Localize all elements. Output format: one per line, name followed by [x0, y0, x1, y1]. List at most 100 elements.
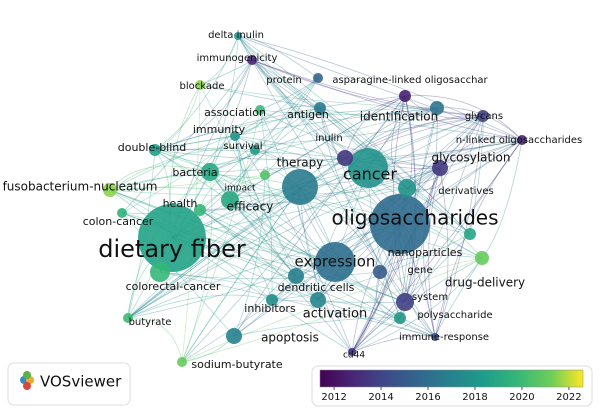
node-label: asparagine-linked oligosacchar [332, 75, 488, 86]
node-label: therapy [277, 156, 324, 170]
colorbar-tick-label: 2022 [556, 392, 581, 403]
colorbar-tick-label: 2016 [415, 392, 440, 403]
logo: VOSviewer [7, 362, 131, 406]
node [226, 328, 242, 344]
edge [299, 139, 523, 188]
node-label: butyrate [129, 317, 172, 328]
logo-dot [23, 382, 31, 390]
node-label: gene [408, 265, 433, 276]
colorbar-gradient [319, 369, 584, 388]
edge [209, 95, 406, 173]
edge [109, 189, 336, 263]
node [221, 191, 239, 209]
node [313, 73, 323, 83]
edge [109, 165, 211, 191]
node-label: immunity [193, 123, 246, 136]
edge [344, 95, 406, 159]
colorbar: 2012 2014 2016 2018 2020 2022 [311, 365, 593, 407]
edge [109, 187, 401, 225]
edge [199, 209, 353, 353]
edge [379, 255, 483, 273]
node-label: double-blind [118, 141, 187, 154]
node-label: glycosylation [431, 151, 510, 165]
edge [154, 149, 256, 165]
edge [233, 174, 266, 337]
edge [237, 35, 401, 319]
node [177, 357, 187, 367]
node [315, 242, 355, 282]
edge [344, 115, 484, 159]
edge [406, 115, 484, 189]
node-label: health [163, 197, 198, 210]
node-label: immune-response [399, 332, 489, 343]
edge [199, 139, 523, 211]
edge [406, 139, 523, 189]
node [398, 179, 416, 197]
edge [127, 107, 438, 319]
edge [199, 84, 297, 277]
node-label: dietary fiber [98, 235, 246, 263]
node [230, 131, 240, 141]
node-label: glycans [465, 111, 503, 122]
edge [154, 59, 253, 151]
node-label: dendritic cells [278, 281, 355, 294]
edge [171, 237, 406, 303]
edge [344, 107, 438, 159]
edge [251, 59, 523, 141]
edge [234, 135, 408, 189]
edge [154, 115, 484, 151]
node [103, 183, 117, 197]
edge [271, 233, 471, 301]
edge [264, 107, 321, 176]
edge [259, 109, 441, 169]
node-label: system [412, 292, 448, 303]
node-label: association [204, 106, 266, 119]
edge [351, 233, 471, 353]
node [337, 150, 353, 166]
edge [199, 84, 523, 141]
edge [159, 271, 319, 301]
edge [234, 135, 319, 301]
edge [199, 84, 438, 109]
node [247, 55, 257, 65]
edge [351, 271, 381, 353]
edge [469, 115, 484, 235]
edge [109, 189, 353, 353]
edge [319, 107, 406, 303]
edge [154, 35, 239, 151]
edge [154, 149, 441, 169]
colorbar-tick-label: 2020 [509, 392, 534, 403]
node-label: identification [360, 110, 438, 124]
edge [181, 109, 261, 363]
edge [209, 35, 239, 173]
edge [428, 167, 441, 338]
node-label: polysaccharide [417, 310, 492, 321]
node [234, 32, 242, 40]
node [195, 80, 205, 90]
logo-box [7, 362, 131, 406]
node [399, 90, 411, 102]
node-label: expression [295, 253, 376, 271]
edge [181, 186, 301, 363]
node [123, 313, 133, 323]
node-label: apoptosis [261, 331, 319, 345]
edge [229, 95, 406, 201]
node [282, 169, 318, 205]
node-label: efficacy [227, 200, 274, 214]
edge [319, 107, 483, 259]
edge [154, 95, 406, 151]
edge [319, 107, 408, 189]
edge [234, 135, 297, 277]
edge [351, 139, 523, 353]
node [430, 101, 444, 115]
edge [259, 109, 273, 301]
edge [109, 174, 266, 191]
edge [109, 107, 438, 191]
edge [209, 77, 319, 173]
node [396, 293, 414, 311]
edge [404, 95, 523, 141]
edge [233, 317, 401, 337]
edge [109, 189, 406, 303]
node [201, 163, 219, 181]
edge [181, 171, 213, 363]
